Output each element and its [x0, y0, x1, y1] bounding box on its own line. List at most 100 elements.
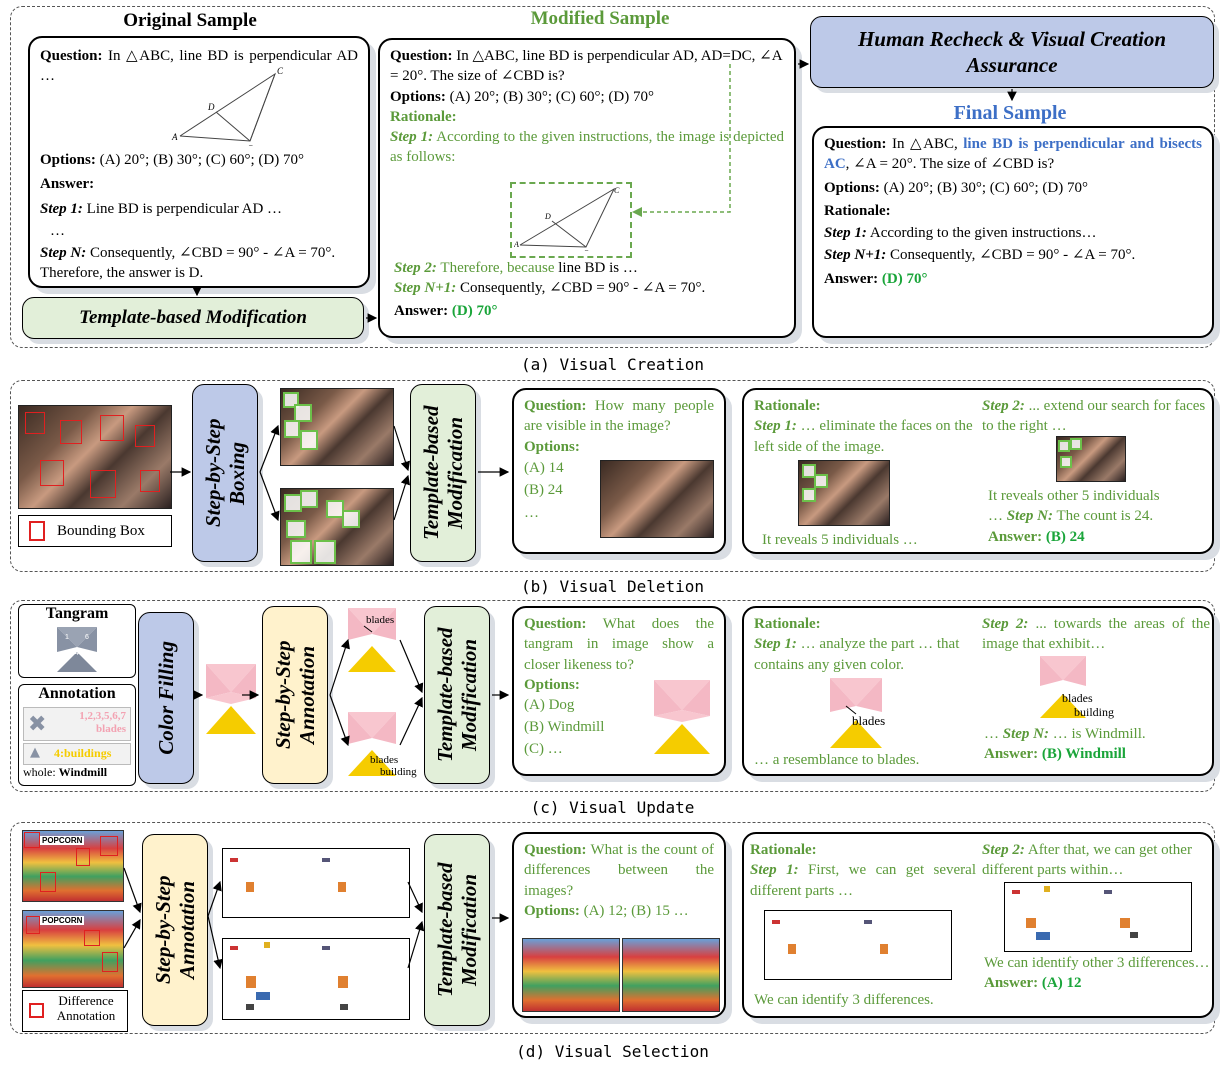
q-text: In △ABC, line BD is perpendicular AD … [40, 48, 358, 85]
rationale-label: Rationale: [390, 108, 457, 125]
human-recheck-label: Human Recheck & Visual Creation Assuranc… [857, 26, 1167, 77]
step1-label: Step 1: [824, 225, 867, 241]
options-text: (A) 20°; (B) 30°; (C) 60°; (D) 70° [883, 179, 1088, 196]
stepn-text: The count is 24. [1056, 508, 1154, 525]
section-d-arrows [123, 867, 510, 970]
stepn-label: Step N: [1006, 508, 1053, 525]
step1-blades-label: blades [852, 713, 886, 728]
section-c-arrows [193, 638, 510, 747]
stepn-text: Consequently, ∠CBD = 90° - ∠A = 70°. The… [40, 245, 336, 282]
options-text: (A) 12; (B) 15 … [583, 902, 689, 919]
step2-diff-canvas [1004, 882, 1192, 952]
step-by-step-boxing-pill: Step-by-Step Boxing [192, 384, 258, 562]
stepn-label: Step N: [1002, 726, 1049, 742]
original-sample-title: Original Sample [123, 10, 257, 31]
rationale-card-d: Rationale: Step 1: First, we can get sev… [742, 832, 1214, 1018]
q-text: How many people are visible in the image… [524, 398, 714, 435]
caption-d: (d) Visual Selection [516, 1042, 709, 1061]
stepn-text: … is Windmill. [1052, 726, 1146, 742]
stepn-pre: … [984, 726, 999, 742]
caption-c: (c) Visual Update [530, 798, 695, 817]
q-label: Question: [524, 842, 587, 858]
q-label: Question: [524, 398, 587, 414]
final-sample-card: Question: In △ABC, line BD is perpendicu… [812, 126, 1214, 338]
answer-value: (D) 70° [881, 270, 928, 287]
blades-label-1: blades [366, 614, 395, 626]
step2-tangram [1040, 656, 1086, 718]
question-tangram [654, 680, 710, 754]
step1-text: … eliminate the faces on the left side o… [754, 418, 973, 455]
difference-annotation-label: Difference Annotation [56, 993, 116, 1023]
step1-label: Step 1: [754, 636, 797, 653]
question-card-c: Question: What does the tangram in image… [512, 606, 726, 776]
difference-annotation-legend: Difference Annotation [22, 990, 128, 1032]
step1-text: According to the given instructions… [869, 225, 1097, 241]
option-c: (C) … [524, 740, 563, 757]
step1-text: First, we can get several different part… [750, 862, 976, 899]
template-modification-pill-d: Template-based Modification [424, 834, 490, 1026]
rationale-card-b: Rationale: Step 1: … eliminate the faces… [742, 388, 1214, 554]
answer-label: Answer: [984, 974, 1039, 991]
modified-triangle-box [510, 182, 632, 258]
option-b: (B) 24 [524, 482, 563, 499]
answer-label: Answer: [394, 302, 449, 319]
q-text: In △ABC, line BD is perpendicular AD, AD… [390, 48, 782, 85]
template-modification-pill-c: Template-based Modification [424, 606, 490, 784]
question-crowd-image [600, 460, 714, 538]
original-sample-card: Question: In △ABC, line BD is perpendicu… [28, 36, 370, 288]
q-label: Question: [524, 616, 587, 632]
annotation-box: Annotation ✖ 1,2,3,5,6,7 blades ▲ 4:buil… [18, 684, 136, 786]
human-recheck-pill: Human Recheck & Visual Creation Assuranc… [810, 16, 1214, 88]
step2-text: ... extend our search for faces to the r… [982, 398, 1206, 435]
options-label: Options: [824, 179, 880, 196]
step1-label: Step 1: [750, 862, 799, 879]
options-label: Options: [40, 152, 96, 168]
question-card-d: Question: What is the count of differenc… [512, 832, 726, 1018]
tangram-num-1: 1 [65, 634, 69, 641]
section-d-frame [10, 822, 1215, 1034]
step1-label: Step 1: [754, 418, 797, 435]
stepn-label: Step N+1: [824, 247, 887, 264]
q-text: What is the count of differences between… [524, 842, 714, 899]
q-text: What does the tangram in image show a cl… [524, 616, 714, 673]
label-a: A [171, 132, 178, 142]
options-label: Options: [524, 902, 580, 919]
step-by-step-annotation-pill-d: Step-by-Step Annotation [142, 834, 208, 1026]
svg-text:D: D [544, 212, 551, 221]
rationale-label: Rationale: [824, 202, 891, 219]
answer-label: Answer: [824, 270, 879, 287]
answer-value: (B) Windmill [1041, 746, 1126, 763]
option-a: (A) 14 [524, 459, 564, 476]
caption-b: (b) Visual Deletion [520, 577, 705, 596]
rationale-label: Rationale: [754, 616, 821, 632]
answer-value: (A) 12 [1041, 974, 1082, 991]
rationale-label: Rationale: [750, 842, 817, 858]
tangram-gray-figure: 1 6 4 [57, 627, 97, 672]
q-post: , ∠A = 20°. The size of ∠CBD is? [845, 156, 1055, 173]
tangram-annotated-2 [348, 712, 396, 776]
question-fair-left [522, 938, 620, 1012]
q-pre: In △ABC, [891, 136, 958, 152]
dashed-arrow [632, 64, 731, 217]
question-card-b: Question: How many people are visible in… [512, 388, 726, 554]
identify2-text: We can identify other 3 differences… [984, 955, 1210, 971]
section-c-frame [10, 600, 1215, 792]
section-a-arrows [192, 59, 1017, 323]
caption-a: (a) Visual Creation [520, 355, 705, 374]
label-b: B [248, 144, 254, 146]
rationale-label: Rationale: [754, 398, 821, 414]
q-highlight: line BD is perpendicular and bisects AC [824, 136, 1203, 173]
tangram-box: Tangram 1 6 4 [18, 604, 136, 678]
options-label: Options: [390, 88, 446, 105]
template-modification-pill-b: Template-based Modification [410, 384, 476, 562]
bounding-box-label: Bounding Box [57, 522, 145, 539]
q-label: Question: [40, 48, 103, 64]
identify1-text: We can identify 3 differences. [754, 992, 934, 1008]
tangram-num-6: 6 [85, 634, 89, 641]
step2-label: Step 2: [982, 616, 1029, 632]
resemblance-text: … a resemblance to blades. [754, 752, 920, 768]
step2-rest: line BD is … [558, 260, 638, 276]
bounding-box-legend: Bounding Box [18, 515, 172, 547]
annotation-title: Annotation [38, 685, 116, 702]
step1-text: Line BD is perpendicular AD … [86, 200, 283, 217]
